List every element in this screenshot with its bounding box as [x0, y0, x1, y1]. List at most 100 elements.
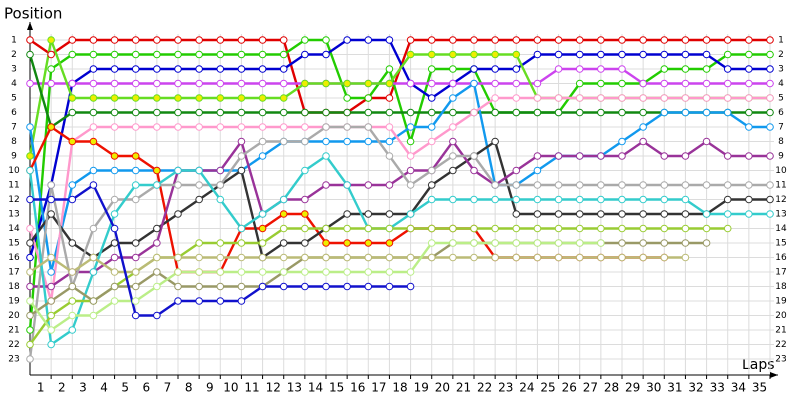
lap-marker: [660, 224, 669, 233]
lap-marker: [597, 94, 605, 102]
y-tick-label: 1: [11, 36, 17, 46]
lap-marker: [554, 195, 563, 204]
lap-marker: [702, 210, 711, 218]
lap-marker: [68, 108, 77, 117]
lap-marker: [449, 50, 457, 59]
lap-marker: [449, 108, 457, 117]
x-tick-label: 35: [752, 381, 767, 395]
lap-marker: [343, 282, 351, 291]
lap-marker: [47, 65, 55, 73]
y-tick-label-right: 17: [775, 268, 786, 278]
lap-marker: [237, 282, 246, 291]
lap-marker: [533, 36, 542, 44]
lap-marker: [554, 181, 563, 189]
lap-marker: [702, 137, 711, 146]
lap-marker: [26, 152, 34, 160]
lap-marker: [68, 181, 77, 189]
y-tick-label: 2: [11, 50, 17, 60]
lap-marker: [533, 239, 542, 247]
x-tick-label: 16: [350, 381, 365, 395]
lap-marker: [745, 50, 753, 59]
lap-marker: [110, 210, 119, 218]
lap-marker: [660, 36, 669, 44]
x-tick-label: 21: [456, 381, 471, 395]
lap-marker: [279, 36, 288, 44]
lap-marker: [195, 282, 203, 291]
lap-marker: [26, 355, 34, 363]
lap-marker: [406, 36, 415, 44]
x-tick-label: 1: [37, 381, 45, 395]
y-tick-label-right: 12: [775, 195, 786, 205]
lap-marker: [279, 239, 288, 247]
lap-marker: [343, 108, 351, 117]
lap-marker: [449, 224, 457, 233]
lap-marker: [660, 79, 669, 88]
lap-marker: [89, 123, 98, 131]
lap-marker: [279, 123, 288, 131]
lap-marker: [237, 152, 246, 160]
lap-marker: [237, 50, 246, 59]
x-tick-label: 31: [667, 381, 682, 395]
lap-marker: [618, 181, 626, 189]
lap-marker: [533, 210, 542, 218]
lap-marker: [364, 224, 373, 233]
lap-marker: [575, 224, 584, 233]
lap-marker: [406, 50, 415, 59]
lap-marker: [216, 65, 225, 73]
x-tick-label: 4: [100, 381, 108, 395]
y-tick-label-right: 1: [778, 36, 784, 46]
lap-marker: [322, 239, 330, 247]
x-tick-label: 18: [392, 381, 407, 395]
lap-marker: [47, 123, 55, 131]
y-tick-label-right: 23: [775, 355, 786, 365]
lap-marker: [279, 137, 288, 146]
lap-marker: [723, 195, 732, 204]
lap-marker: [385, 181, 394, 189]
lap-marker: [89, 166, 98, 175]
y-tick-label: 11: [8, 181, 19, 191]
lap-marker: [26, 123, 34, 131]
lap-marker: [195, 65, 203, 73]
lap-marker: [343, 268, 351, 276]
lap-marker: [237, 297, 246, 305]
lap-marker: [618, 94, 626, 102]
lap-marker: [131, 108, 140, 117]
lap-marker: [723, 36, 732, 44]
lap-marker: [153, 253, 161, 262]
lap-marker: [258, 268, 267, 276]
lap-marker: [174, 36, 182, 44]
lap-marker: [237, 79, 246, 88]
lap-marker: [660, 181, 669, 189]
lap-marker: [279, 94, 288, 102]
lap-marker: [512, 65, 521, 73]
lap-marker: [174, 79, 182, 88]
lap-marker: [618, 239, 626, 247]
lap-marker: [216, 195, 225, 204]
lap-marker: [745, 152, 753, 160]
lap-marker: [491, 108, 499, 117]
lap-marker: [89, 50, 98, 59]
lap-marker: [470, 166, 478, 175]
lap-marker: [301, 253, 309, 262]
lap-marker: [301, 50, 309, 59]
lap-marker: [597, 210, 605, 218]
lap-marker: [554, 152, 563, 160]
lap-marker: [364, 108, 373, 117]
lap-marker: [364, 268, 373, 276]
lap-marker: [597, 50, 605, 59]
lap-marker: [449, 239, 457, 247]
x-tick-label: 12: [266, 381, 281, 395]
lap-marker: [153, 50, 161, 59]
lap-marker: [745, 123, 753, 131]
lap-marker: [153, 94, 161, 102]
lap-marker: [639, 94, 647, 102]
lap-marker: [131, 79, 140, 88]
y-tick-label-right: 15: [775, 239, 786, 249]
lap-marker: [470, 152, 478, 160]
lap-marker: [406, 282, 415, 291]
lap-marker: [766, 123, 774, 131]
x-tick-label: 30: [646, 381, 661, 395]
lap-marker: [639, 195, 647, 204]
lap-marker: [597, 79, 605, 88]
y-tick-label-right: 2: [778, 50, 784, 60]
